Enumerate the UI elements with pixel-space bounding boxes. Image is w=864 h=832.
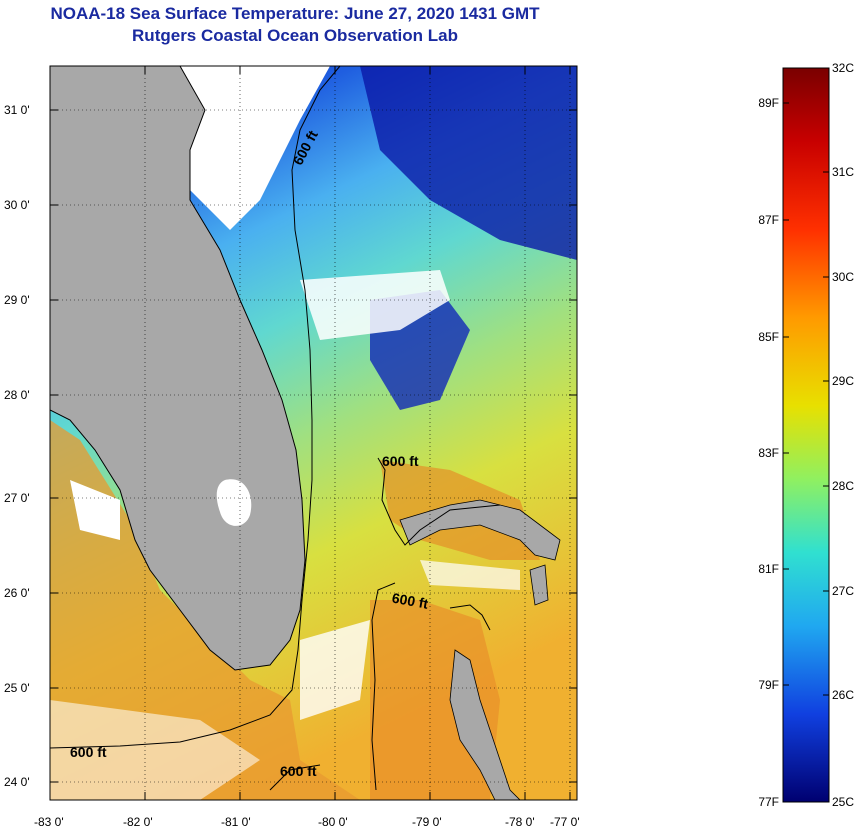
cloud-patch-3 <box>70 480 120 540</box>
cold-water-north <box>360 66 577 260</box>
isobath-andros-west <box>371 582 396 791</box>
colorbar-celsius-label: 30C <box>832 270 854 284</box>
isobath-label-keys-west: 600 ft <box>70 744 107 760</box>
lon-label: -83 0' <box>34 815 64 829</box>
cloud-patch-1 <box>300 270 450 340</box>
abaco-island <box>529 564 549 606</box>
lat-label: 28 0' <box>4 388 30 402</box>
colorbar-scale <box>782 67 830 803</box>
map-frame <box>49 65 578 801</box>
map-imagery <box>50 66 577 800</box>
colorbar-fahrenheit-label: 83F <box>758 446 779 460</box>
colorbar-fahrenheit-label: 89F <box>758 96 779 110</box>
colorbar-fahrenheit-label: 81F <box>758 562 779 576</box>
isobath-andros-north <box>449 604 491 631</box>
colorbar-celsius-label: 32C <box>832 61 854 75</box>
colorbar-celsius-label: 31C <box>832 165 854 179</box>
lat-label: 30 0' <box>4 198 30 212</box>
lat-label: 29 0' <box>4 293 30 307</box>
colorbar-celsius-label: 26C <box>832 688 854 702</box>
lon-label: -79 0' <box>412 815 442 829</box>
colorbar-celsius-label: 25C <box>832 795 854 809</box>
colorbar-celsius-label: 28C <box>832 479 854 493</box>
isobath-label-andros: 600 ft <box>391 590 430 612</box>
colorbar-celsius-label: 29C <box>832 374 854 388</box>
colorbar-fahrenheit-labels: 89F 87F 85F 83F 81F 79F 77F <box>758 96 779 809</box>
map-title: NOAA-18 Sea Surface Temperature: June 27… <box>50 4 540 23</box>
colorbar-fahrenheit-label: 85F <box>758 330 779 344</box>
lat-label: 31 0' <box>4 103 30 117</box>
isobath-keys <box>269 764 321 791</box>
cloud-patch-5 <box>420 560 520 590</box>
cloud-patch-4 <box>50 700 260 800</box>
lake-okeechobee <box>216 479 252 526</box>
warm-gulf-water <box>50 420 360 800</box>
colorbar-celsius-label: 27C <box>832 584 854 598</box>
colorbar-fahrenheit-label: 77F <box>758 795 779 809</box>
latitude-labels: 31 0' 30 0' 29 0' 28 0' 27 0' 26 0' 25 0' 24 0' <box>4 103 30 789</box>
lat-label: 24 0' <box>4 775 30 789</box>
lon-label: -78 0' <box>505 815 535 829</box>
lon-label: -82 0' <box>123 815 153 829</box>
lon-label: -81 0' <box>221 815 251 829</box>
map-ticks <box>49 66 577 800</box>
andros-island <box>449 649 521 800</box>
lat-label: 27 0' <box>4 491 30 505</box>
isobath-label-keys-east: 600 ft <box>280 763 317 779</box>
longitude-labels: -83 0' -82 0' -81 0' -80 0' -79 0' -78 0' -77 … <box>34 815 580 829</box>
colorbar-celsius-labels: 32C 31C 30C 29C 28C 27C 26C 25C <box>832 61 854 809</box>
isobath-florida <box>50 66 341 749</box>
isobath-label-grand-bahama: 600 ft <box>382 453 419 469</box>
lat-label: 25 0' <box>4 681 30 695</box>
map-subtitle: Rutgers Coastal Ocean Observation Lab <box>132 26 458 45</box>
grand-bahama <box>399 499 561 561</box>
lon-label: -80 0' <box>318 815 348 829</box>
colorbar-fahrenheit-label: 87F <box>758 213 779 227</box>
lat-label: 26 0' <box>4 586 30 600</box>
lon-label: -77 0' <box>550 815 580 829</box>
isobath-grand-bahama <box>377 457 501 546</box>
colorbar-fahrenheit-label: 79F <box>758 678 779 692</box>
